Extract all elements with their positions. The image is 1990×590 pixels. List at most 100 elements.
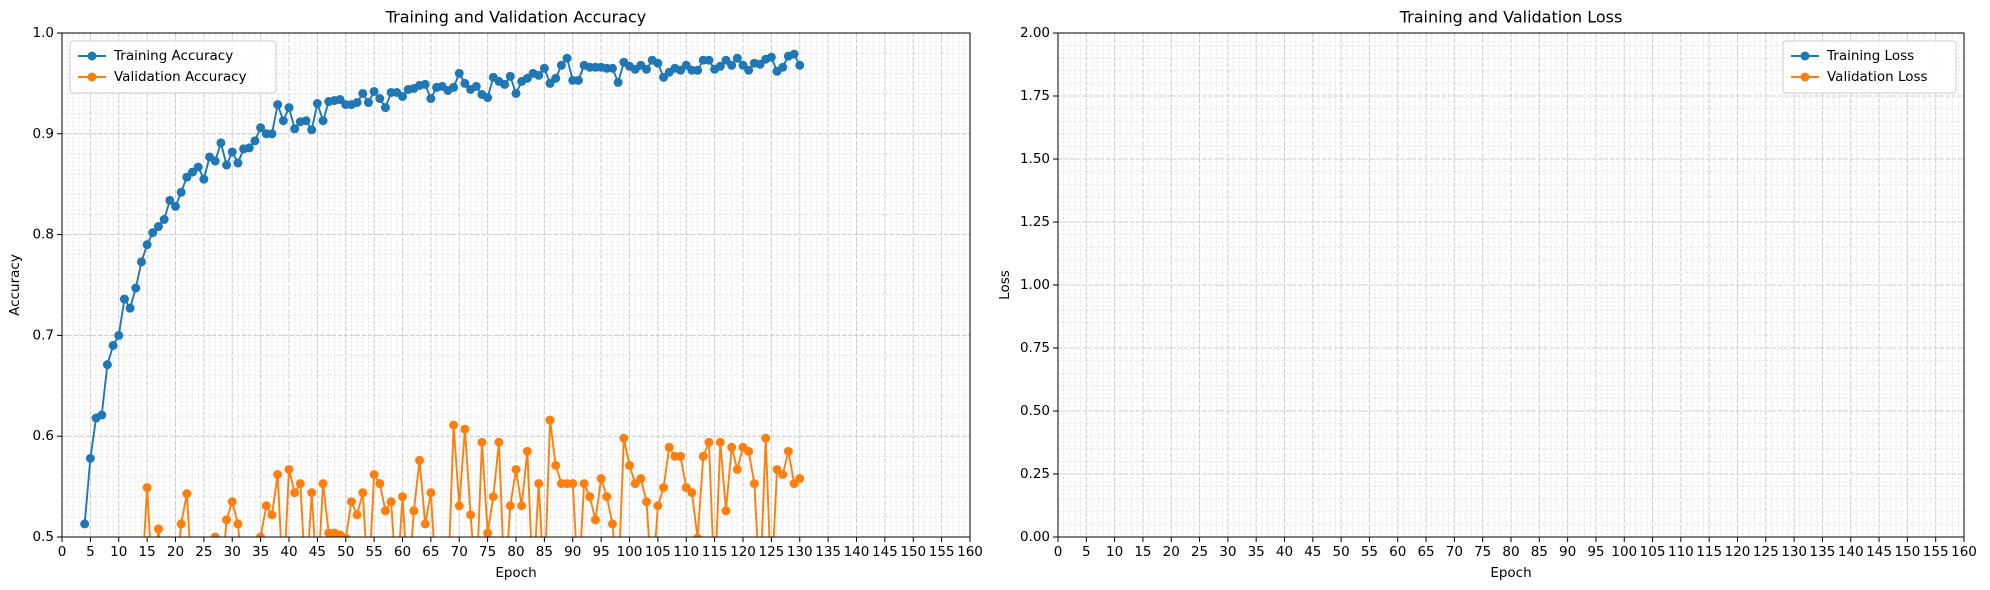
point-marker <box>222 515 232 525</box>
point-marker <box>732 53 742 63</box>
point-marker <box>789 49 799 59</box>
x-tick-label: 50 <box>1333 544 1350 560</box>
point-marker <box>727 60 737 70</box>
point-marker <box>273 100 283 110</box>
point-marker <box>341 533 351 537</box>
point-marker <box>568 479 578 489</box>
x-tick-label: 160 <box>957 544 983 560</box>
point-marker <box>97 410 107 420</box>
y-tick-label: 0.9 <box>33 126 54 142</box>
x-tick-label: 80 <box>1502 544 1519 560</box>
point-marker <box>273 470 283 480</box>
point-marker <box>545 415 555 425</box>
x-tick-label: 55 <box>366 544 383 560</box>
legend-label: Training Loss <box>1826 48 1914 64</box>
x-tick-label: 155 <box>929 544 955 560</box>
point-marker <box>369 470 379 480</box>
point-marker <box>460 424 470 434</box>
point-marker <box>795 60 805 70</box>
x-tick-label: 40 <box>1276 544 1293 560</box>
point-marker <box>301 116 311 126</box>
point-marker <box>602 492 612 502</box>
point-marker <box>363 98 373 108</box>
point-marker <box>727 442 737 452</box>
legend: Training Accuracy Validation Accuracy <box>69 40 277 94</box>
point-marker <box>227 497 237 507</box>
legend-marker <box>1800 51 1810 61</box>
point-marker <box>318 116 328 126</box>
y-tick-label: 0.75 <box>1020 340 1050 356</box>
x-tick-label: 115 <box>1696 544 1722 560</box>
x-tick-label: 110 <box>1668 544 1694 560</box>
x-tick-label: 105 <box>1640 544 1666 560</box>
x-tick-label: 30 <box>224 544 241 560</box>
point-marker <box>295 479 305 489</box>
x-tick-label: 125 <box>758 544 784 560</box>
point-marker <box>460 78 470 88</box>
point-marker <box>102 360 112 370</box>
x-tick-label: 145 <box>872 544 898 560</box>
point-marker <box>352 510 362 520</box>
x-tick-label: 45 <box>309 544 326 560</box>
point-marker <box>284 103 294 113</box>
x-tick-label: 140 <box>1838 544 1864 560</box>
x-tick-label: 10 <box>110 544 127 560</box>
y-axis-label: Accuracy <box>7 254 23 316</box>
point-marker <box>488 492 498 502</box>
x-tick-label: 0 <box>1054 544 1063 560</box>
x-tick-label: 75 <box>479 544 496 560</box>
x-tick-label: 100 <box>617 544 643 560</box>
point-marker <box>636 474 646 484</box>
point-marker <box>358 488 368 498</box>
y-tick-label: 1.0 <box>33 25 54 41</box>
point-marker <box>119 294 129 304</box>
axes-frame <box>1057 32 1965 538</box>
legend-label: Validation Loss <box>1827 69 1928 85</box>
axes-frame <box>61 32 971 538</box>
x-tick-label: 130 <box>1781 544 1807 560</box>
x-tick-label: 70 <box>451 544 468 560</box>
point-marker <box>664 442 674 452</box>
x-tick-label: 60 <box>1389 544 1406 560</box>
point-marker <box>153 222 163 232</box>
point-marker <box>522 446 532 456</box>
x-tick-label: 50 <box>337 544 354 560</box>
x-tick-label: 150 <box>900 544 926 560</box>
point-marker <box>693 533 702 537</box>
point-marker <box>125 303 135 313</box>
point-marker <box>375 479 385 489</box>
point-marker <box>454 68 464 78</box>
x-tick-label: 30 <box>1219 544 1236 560</box>
point-marker <box>159 214 169 224</box>
x-axis-label: Epoch <box>495 565 536 581</box>
y-tick-label: 1.50 <box>1020 151 1050 167</box>
point-marker <box>625 460 634 470</box>
point-marker <box>176 187 186 197</box>
point-marker <box>642 64 652 74</box>
point-marker <box>233 519 243 529</box>
point-marker <box>307 125 317 135</box>
point-marker <box>744 446 754 456</box>
x-tick-label: 35 <box>252 544 269 560</box>
point-marker <box>114 330 124 340</box>
x-tick-label: 10 <box>1106 544 1123 560</box>
point-marker <box>613 77 623 87</box>
axes: 0 5 10 15 20 25 30 35 40 45 50 55 60 65 70 75 80 85 90 95 10… <box>7 8 983 582</box>
x-tick-label: 145 <box>1866 544 1892 560</box>
legend-marker <box>1800 72 1810 82</box>
point-marker <box>676 451 686 461</box>
x-tick-label: 160 <box>1951 544 1977 560</box>
point-marker <box>766 52 776 62</box>
point-marker <box>698 451 708 461</box>
point-marker <box>386 497 396 507</box>
point-marker <box>290 124 300 134</box>
x-tick-label: 20 <box>167 544 184 560</box>
point-marker <box>380 506 390 516</box>
x-tick-label: 120 <box>1725 544 1751 560</box>
point-marker <box>505 501 515 511</box>
x-tick-label: 125 <box>1753 544 1779 560</box>
x-tick-label: 40 <box>280 544 297 560</box>
y-tick-label: 0.6 <box>33 428 54 444</box>
point-marker <box>449 82 459 92</box>
